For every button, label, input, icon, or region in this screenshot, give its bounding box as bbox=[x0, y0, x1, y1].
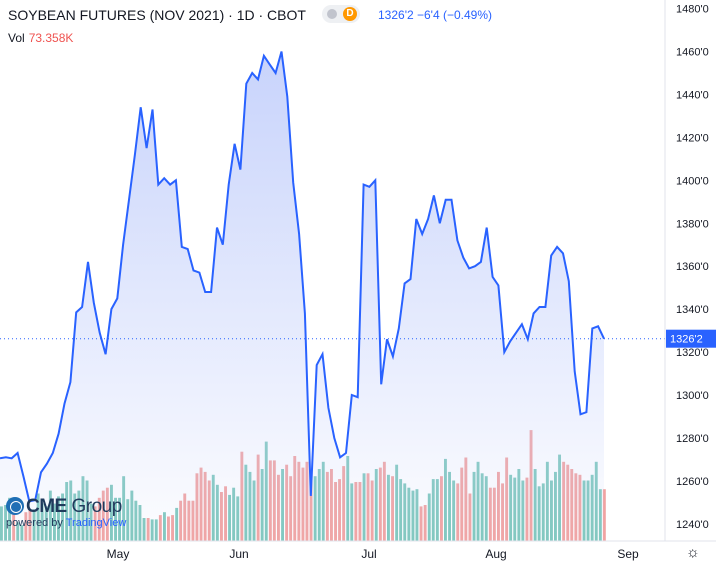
x-tick-label: Jun bbox=[229, 547, 248, 561]
status-pill[interactable]: D bbox=[322, 5, 360, 23]
last-price-label: 1326'2 bbox=[666, 329, 716, 348]
last-price-text: 1326'2 bbox=[670, 334, 703, 346]
y-axis[interactable]: 1480'0 1460'0 1440'0 1420'0 1400'0 1380'0 1360… bbox=[676, 4, 709, 531]
market-status-icon bbox=[327, 9, 337, 19]
y-tick-label: 1320'0 bbox=[676, 347, 709, 359]
y-tick-label: 1340'0 bbox=[676, 304, 709, 316]
settings-gear-icon[interactable]: ☼ bbox=[686, 544, 700, 561]
y-tick-label: 1260'0 bbox=[676, 476, 709, 488]
x-axis[interactable]: May Jun Jul Aug Sep bbox=[107, 547, 639, 561]
cme-group-logo[interactable]: CME Group powered by TradingView bbox=[6, 496, 126, 529]
y-tick-label: 1380'0 bbox=[676, 218, 709, 230]
x-tick-label: Sep bbox=[617, 547, 639, 561]
y-tick-label: 1280'0 bbox=[676, 433, 709, 445]
symbol-title[interactable]: SOYBEAN FUTURES (NOV 2021) · 1D · CBOT bbox=[8, 7, 306, 23]
volume-value: 73.358K bbox=[28, 31, 74, 45]
powered-by-text: powered by bbox=[6, 517, 66, 529]
y-tick-label: 1240'0 bbox=[676, 519, 709, 531]
x-tick-label: May bbox=[107, 547, 130, 561]
y-tick-label: 1400'0 bbox=[676, 175, 709, 187]
volume-label: Vol bbox=[8, 31, 25, 45]
x-tick-label: Aug bbox=[485, 547, 506, 561]
tradingview-link[interactable]: TradingView bbox=[65, 517, 127, 529]
y-tick-label: 1420'0 bbox=[676, 132, 709, 144]
price-change: 1326'2 −6'4 (−0.49%) bbox=[378, 8, 492, 22]
y-tick-label: 1460'0 bbox=[676, 47, 709, 59]
x-tick-label: Jul bbox=[361, 547, 376, 561]
price-area bbox=[0, 51, 604, 541]
y-tick-label: 1300'0 bbox=[676, 390, 709, 402]
volume-legend[interactable]: Vol 73.358K bbox=[8, 31, 73, 45]
y-tick-label: 1360'0 bbox=[676, 261, 709, 273]
price-line bbox=[0, 51, 605, 503]
y-tick-label: 1480'0 bbox=[676, 4, 709, 16]
globe-icon bbox=[6, 497, 24, 515]
volume-bar bbox=[602, 489, 606, 541]
delayed-badge: D bbox=[343, 7, 357, 21]
logo-cme: CME bbox=[26, 496, 67, 517]
logo-group: Group bbox=[66, 496, 123, 517]
y-tick-label: 1440'0 bbox=[676, 90, 709, 102]
